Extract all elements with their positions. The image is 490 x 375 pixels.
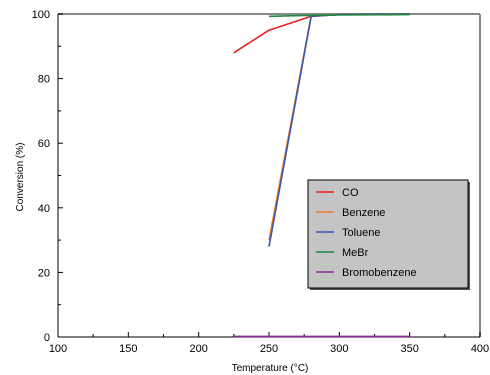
legend-label: Bromobenzene	[342, 267, 417, 279]
y-tick-label: 60	[38, 138, 50, 150]
x-tick-label: 150	[119, 343, 137, 355]
y-tick-label: 20	[38, 267, 50, 279]
x-tick-label: 400	[471, 343, 489, 355]
x-tick-label: 250	[260, 343, 278, 355]
y-tick-label: 100	[32, 9, 50, 21]
legend: CO Benzene Toluene MeBr Bromobenzene	[307, 179, 470, 290]
legend-label: CO	[342, 187, 359, 199]
legend-box	[307, 179, 469, 289]
x-axis-title: Temperature (°C)	[232, 363, 309, 374]
x-tick-label: 200	[189, 343, 207, 355]
legend-label: MeBr	[342, 247, 369, 259]
series-line-mebr	[268, 13, 410, 18]
axes: 100 150 200 250 300 350 400 0 20 40 60 80 100	[32, 9, 490, 355]
legend-label: Toluene	[342, 227, 381, 239]
x-tick-label: 100	[49, 343, 67, 355]
series-line-co	[233, 13, 410, 54]
y-axis-title: Conversion (%)	[15, 143, 26, 212]
x-tick-label: 350	[400, 343, 418, 355]
x-tick-label: 300	[330, 343, 348, 355]
y-tick-label: 0	[44, 332, 50, 344]
y-tick-label: 40	[38, 203, 50, 215]
y-tick-label: 80	[38, 74, 50, 86]
legend-label: Benzene	[342, 207, 385, 219]
series-lines	[233, 13, 410, 338]
